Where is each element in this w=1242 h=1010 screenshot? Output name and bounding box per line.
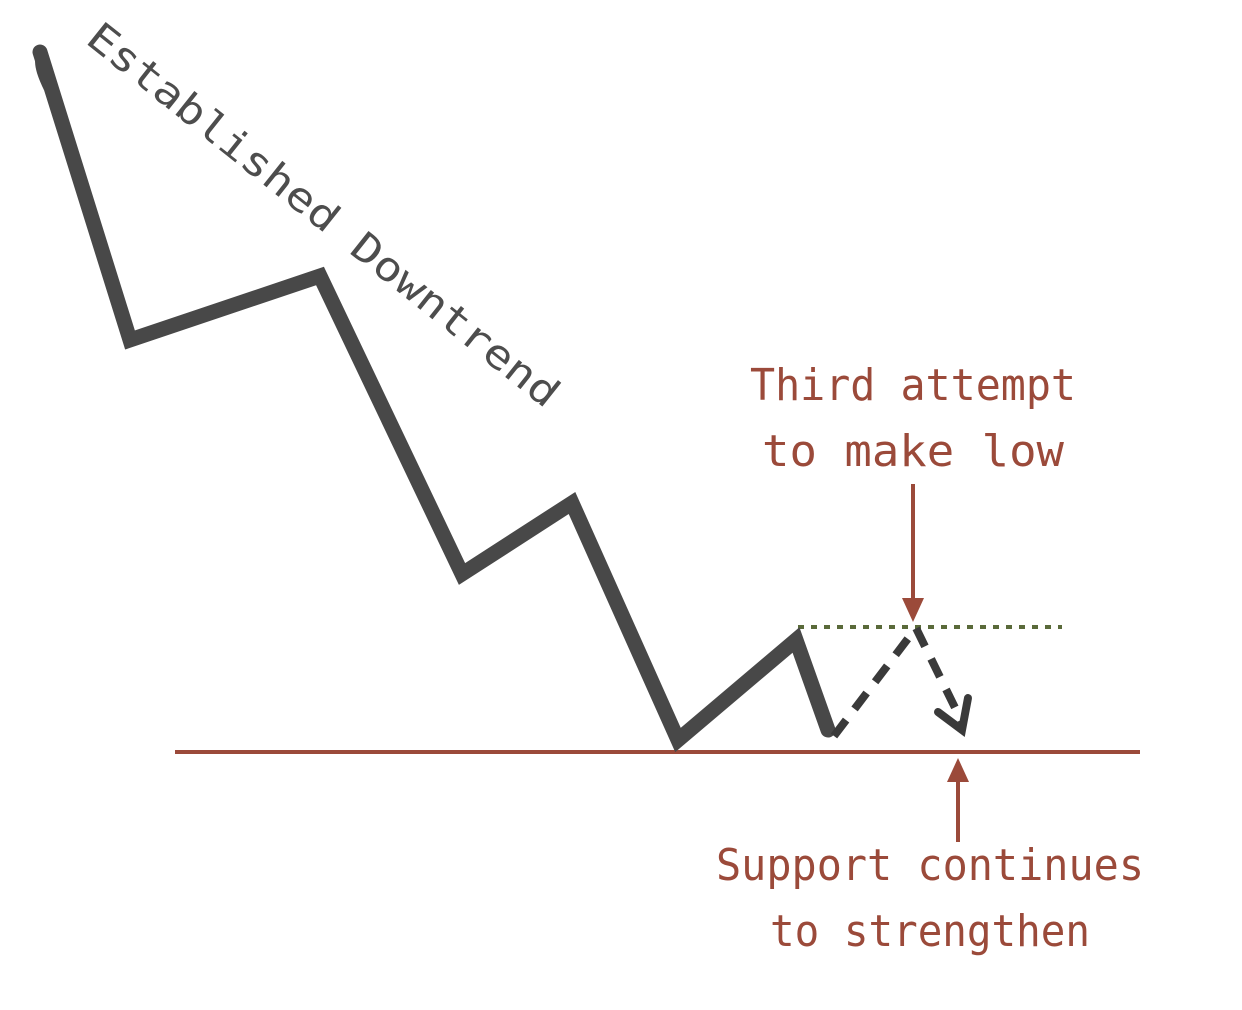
- price-path-tip: [35, 50, 48, 90]
- projected-path: [830, 620, 966, 739]
- third-attempt-label-line-1: Third attempt: [750, 360, 1076, 411]
- support-label-line-2: to strengthen: [770, 906, 1090, 957]
- third-attempt-arrowhead: [902, 598, 924, 622]
- projected-path-arrowhead: [934, 694, 972, 738]
- support-arrowhead: [947, 758, 969, 782]
- price-path: [32, 44, 836, 753]
- trend-label: Established Downtrend: [78, 14, 568, 417]
- support-label-line-1: Support continues: [716, 840, 1144, 891]
- third-attempt-label-line-2: to make low: [762, 426, 1065, 477]
